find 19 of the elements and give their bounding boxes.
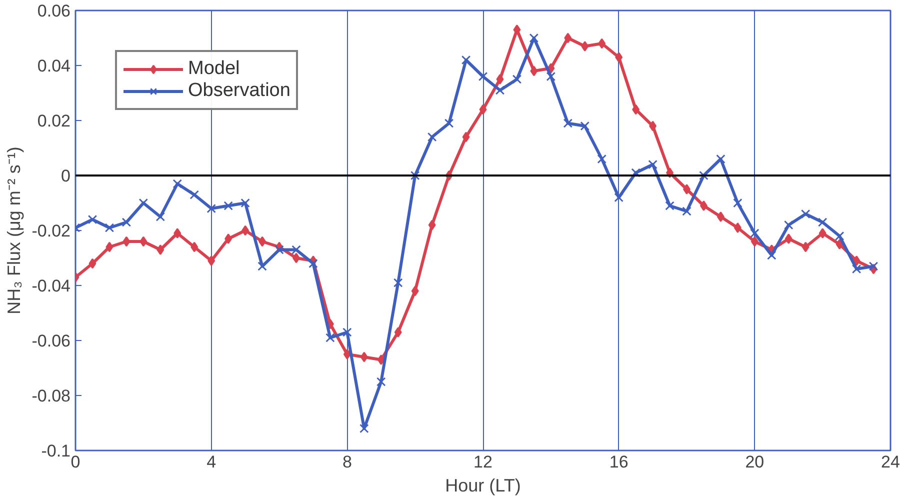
y-tick-label: 0.02 xyxy=(37,112,71,130)
legend-label: Model xyxy=(188,58,240,80)
y-tick-label: -0.04 xyxy=(32,276,70,296)
y-tick-label: -0.06 xyxy=(32,332,70,350)
x-tick-label: 24 xyxy=(881,452,900,472)
x-tick-label: 4 xyxy=(206,452,216,472)
y-tick-label: -0.08 xyxy=(32,386,70,406)
x-tick-label: 12 xyxy=(474,452,492,472)
x-axis-title: Hour (LT) xyxy=(445,476,521,496)
y-axis-title: NH₃ Flux (μg m⁻² s⁻¹) xyxy=(4,146,24,314)
y-tick-label: 0.04 xyxy=(37,56,71,76)
y-tick-label: -0.02 xyxy=(32,222,70,240)
y-tick-label: 0.06 xyxy=(37,2,71,20)
x-tick-label: 8 xyxy=(342,452,352,472)
legend-label: Observation xyxy=(188,80,290,102)
x-tick-label: 20 xyxy=(745,452,764,472)
y-tick-label: -0.1 xyxy=(41,442,71,460)
y-tick-label: 0 xyxy=(61,166,71,186)
x-tick-label: 16 xyxy=(609,452,628,472)
